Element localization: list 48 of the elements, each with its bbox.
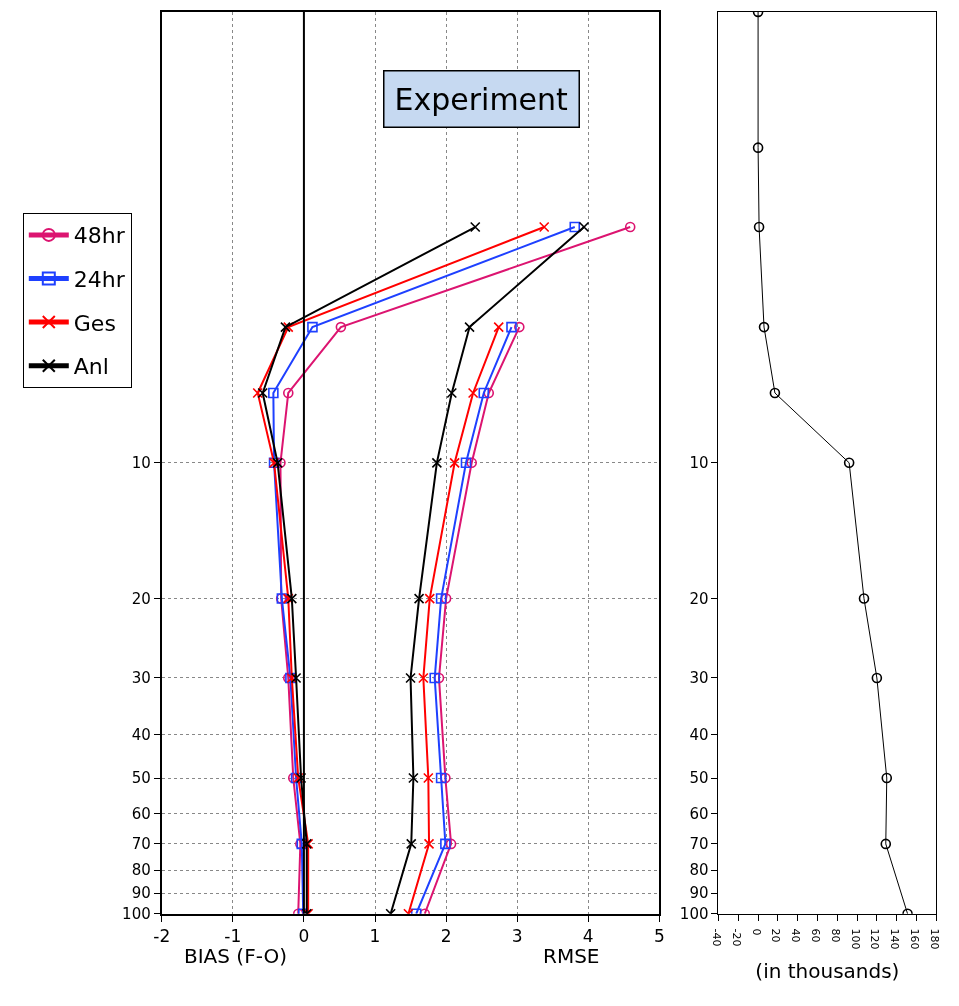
text: RMSE xyxy=(543,944,600,968)
y-tick-label: 50 xyxy=(131,769,151,788)
x-tick-label: 100 xyxy=(848,928,862,950)
x-tick-label: -40 xyxy=(709,928,723,947)
y-tick-label: 20 xyxy=(131,589,151,608)
x-tick-label: 40 xyxy=(789,928,803,943)
x-tick-label: 120 xyxy=(868,928,882,950)
x-tick-label: 180 xyxy=(927,928,941,950)
y-tick-label: 60 xyxy=(689,804,709,823)
y-tick-label: 80 xyxy=(131,861,151,880)
y-tick-label: 70 xyxy=(689,835,709,854)
x-tick-label: 3 xyxy=(511,926,523,947)
x-tick-label: -20 xyxy=(729,928,743,947)
x-tick-label: -2 xyxy=(153,926,171,947)
x-tick-label: 20 xyxy=(769,928,783,943)
annotation: Experiment xyxy=(394,81,569,117)
x-axis-title: BIAS (F-O) xyxy=(184,944,287,968)
x-tick-label: -1 xyxy=(224,926,242,947)
y-tick-label: 40 xyxy=(131,725,151,744)
y-tick-label: 10 xyxy=(131,454,151,473)
x-tick-label: 140 xyxy=(888,928,902,950)
y-tick-label: 30 xyxy=(131,669,151,688)
x-tick-label: 80 xyxy=(828,928,842,943)
y-tick-label: 90 xyxy=(131,884,151,903)
y-tick-label: 90 xyxy=(689,884,709,903)
legend-label: Ges xyxy=(73,310,116,336)
y-tick-label: 100 xyxy=(679,905,709,923)
x-tick-label: 4 xyxy=(582,926,594,947)
y-tick-label: 70 xyxy=(131,835,151,854)
x-tick-label: 5 xyxy=(653,926,665,947)
y-tick-label: 60 xyxy=(131,804,151,823)
y-tick-label: 30 xyxy=(689,669,709,688)
y-tick-label: 100 xyxy=(122,905,151,923)
x-tick-label: 1 xyxy=(369,926,381,947)
legend-label: Anl xyxy=(73,354,109,380)
y-tick-label: 50 xyxy=(689,769,709,788)
y-tick-label: 80 xyxy=(689,861,709,880)
legend-label: 24hr xyxy=(73,267,126,293)
y-tick-label: 10 xyxy=(689,454,709,473)
x-tick-label: 160 xyxy=(907,928,921,950)
x-tick-label: 60 xyxy=(808,928,822,943)
x-tick-label: 2 xyxy=(440,926,452,947)
x-axis-title: (in thousands) xyxy=(755,958,900,983)
y-tick-label: 40 xyxy=(689,725,709,744)
x-tick-label: 0 xyxy=(298,926,310,947)
legend-label: 48hr xyxy=(73,223,126,249)
y-tick-label: 20 xyxy=(689,589,709,608)
x-tick-label: 0 xyxy=(749,928,763,936)
